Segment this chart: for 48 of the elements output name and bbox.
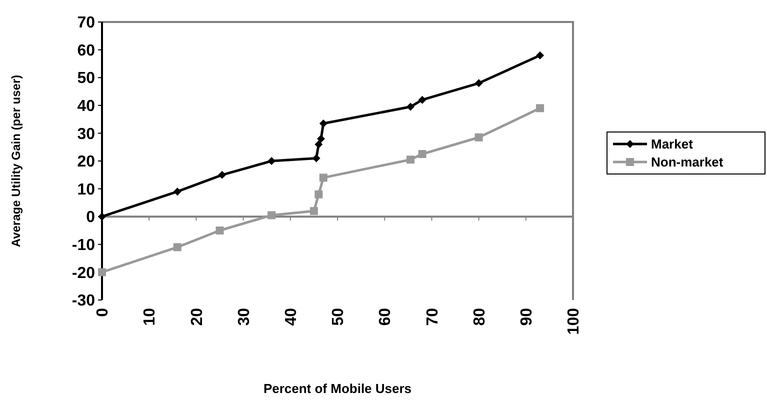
point: [216, 226, 224, 234]
y-tick-label: 40: [77, 98, 96, 115]
y-tick-label: 70: [77, 14, 96, 32]
x-tick-label: 20: [188, 308, 206, 326]
point: [98, 268, 106, 276]
point: [536, 104, 544, 112]
y-tick-label: 20: [77, 154, 96, 171]
point: [474, 79, 483, 88]
y-axis-title: Average Utility Gain (per user): [9, 74, 24, 248]
point: [474, 133, 483, 142]
point: [314, 190, 323, 198]
y-tick-label: 60: [77, 42, 96, 60]
y-tick-label: -10: [72, 237, 96, 254]
y-tick-label: 10: [77, 181, 96, 198]
x-tick-label: 100: [566, 308, 583, 335]
x-tick-label: 40: [283, 308, 300, 326]
x-tick-label: 80: [471, 308, 488, 326]
y-tick-label: 30: [77, 126, 96, 143]
point: [173, 243, 182, 252]
point: [406, 102, 415, 111]
point: [406, 156, 415, 164]
point: [312, 154, 320, 162]
y-tick-label: 0: [86, 209, 96, 226]
point: [98, 212, 106, 221]
x-tick-label: 0: [94, 308, 112, 317]
x-tick-label: 60: [377, 308, 394, 326]
legend-label: Non-market: [651, 154, 724, 170]
x-tick-label: 10: [142, 308, 159, 326]
point: [310, 207, 318, 216]
y-tick-label: -30: [72, 292, 96, 310]
point: [173, 188, 182, 196]
x-tick-label: 90: [518, 308, 536, 326]
point: [319, 119, 328, 128]
point: [536, 51, 544, 60]
x-tick-label: 50: [330, 308, 348, 326]
x-tick-label: 30: [236, 308, 253, 326]
x-axis-title: Percent of Mobile Users: [263, 381, 412, 396]
point: [314, 140, 323, 148]
point: [268, 211, 276, 220]
point: [418, 96, 426, 104]
legend-label: Market: [651, 136, 694, 152]
point: [418, 150, 426, 158]
x-tick-label: 70: [424, 308, 442, 326]
point: [319, 174, 328, 182]
point: [218, 170, 226, 179]
y-tick-label: 50: [77, 70, 96, 88]
point: [317, 134, 326, 143]
y-tick-label: -20: [72, 264, 96, 282]
